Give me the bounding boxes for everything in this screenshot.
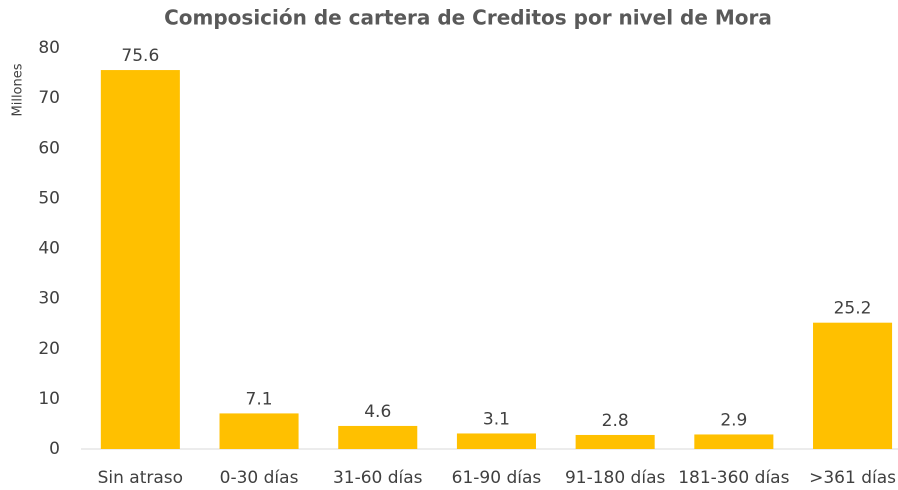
bar: [100, 70, 180, 450]
x-tick-label: 61-90 días: [452, 468, 542, 488]
value-label: 3.1: [483, 409, 510, 429]
value-label: 75.6: [121, 46, 159, 66]
y-tick-label: 30: [38, 289, 60, 309]
y-tick-label: 80: [38, 38, 60, 58]
bar: [456, 433, 536, 449]
value-label: 2.8: [602, 411, 629, 431]
value-label: 4.6: [364, 402, 391, 422]
y-tick-label: 20: [38, 339, 60, 359]
bar: [575, 434, 655, 449]
x-tick-label: 31-60 días: [333, 468, 423, 488]
y-tick-label: 40: [38, 239, 60, 259]
bar: [694, 434, 774, 449]
value-label: 25.2: [834, 299, 872, 319]
bar: [338, 425, 418, 449]
chart-title: Composición de cartera de Creditos por n…: [164, 6, 772, 30]
x-tick-label: >361 días: [809, 468, 896, 488]
y-axis-label: Millones: [11, 63, 26, 116]
x-tick-label: 181-360 días: [678, 468, 789, 488]
x-tick-label: 0-30 días: [220, 468, 299, 488]
x-tick-label: 91-180 días: [565, 468, 666, 488]
y-tick-label: 70: [38, 88, 60, 108]
x-tick-label: Sin atraso: [98, 468, 183, 488]
value-label: 7.1: [246, 389, 273, 409]
y-tick-label: 60: [38, 138, 60, 158]
y-tick-label: 50: [38, 188, 60, 208]
y-tick-label: 0: [49, 439, 60, 459]
value-label: 2.9: [720, 410, 747, 430]
y-tick-label: 10: [38, 389, 60, 409]
bar: [813, 322, 893, 449]
bar: [219, 413, 299, 449]
